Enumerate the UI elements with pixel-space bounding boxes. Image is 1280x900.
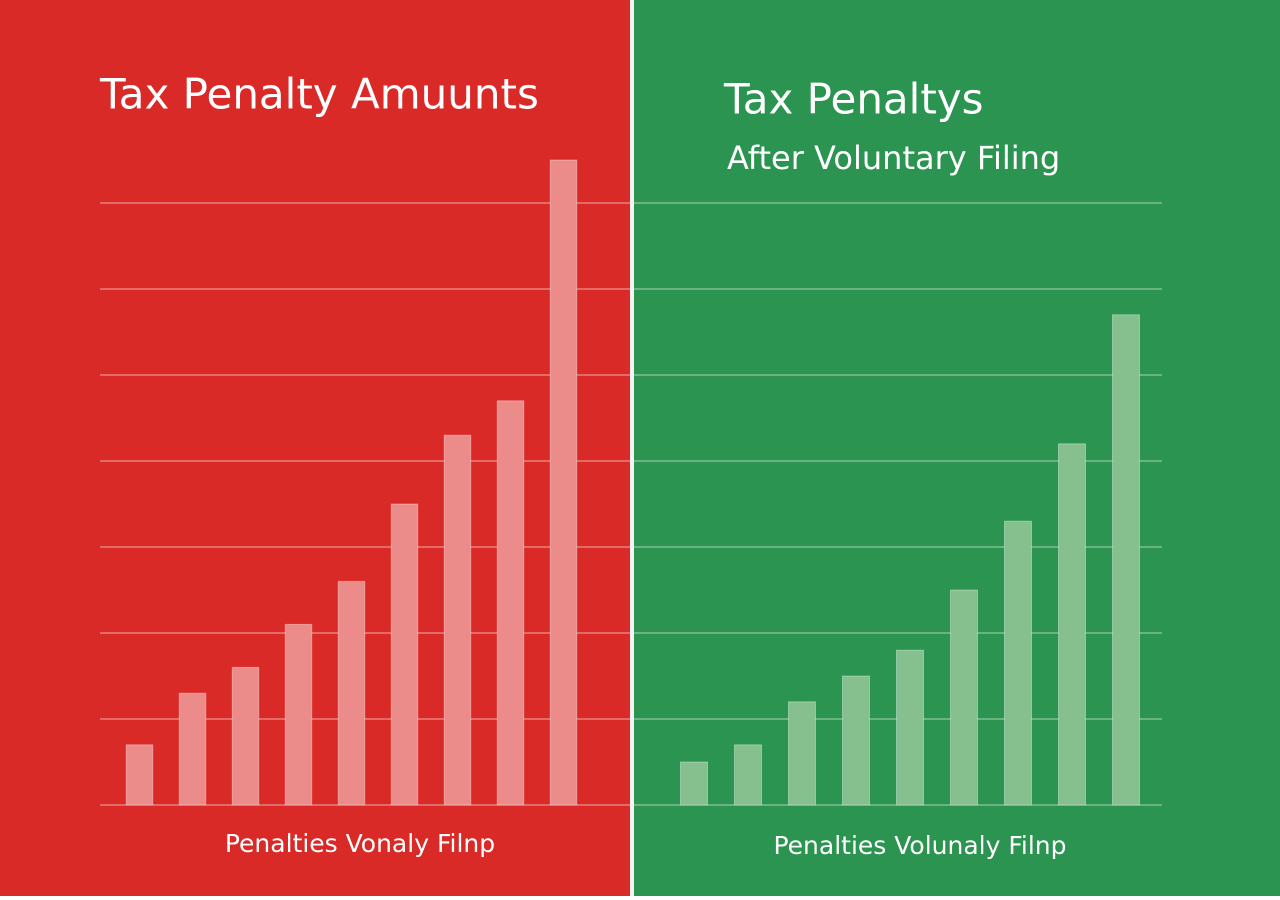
bar (125, 744, 154, 806)
chart-title: Tax Penaltys (723, 75, 984, 124)
bar (443, 434, 472, 806)
bar (788, 701, 816, 806)
bar (842, 675, 870, 806)
bar (549, 159, 578, 806)
divider (630, 0, 634, 896)
x-axis-label: Penalties Vonaly Filnp (225, 829, 495, 858)
x-axis-label: Penalties Volunaly Filnp (773, 831, 1066, 860)
bar (496, 400, 525, 806)
bar (950, 589, 978, 806)
bar (1112, 314, 1140, 806)
left-panel (0, 0, 630, 896)
bar (734, 744, 762, 806)
bar (231, 666, 260, 806)
bar (178, 692, 207, 806)
bar (680, 761, 708, 806)
bar (337, 580, 366, 806)
chart-subtitle: After Voluntary Filing (727, 139, 1060, 177)
bar (896, 649, 924, 806)
chart-title: Tax Penalty Amuunts (99, 70, 539, 119)
bar (284, 623, 313, 806)
bar (390, 503, 419, 806)
bar (1058, 443, 1086, 806)
bar (1004, 520, 1032, 806)
